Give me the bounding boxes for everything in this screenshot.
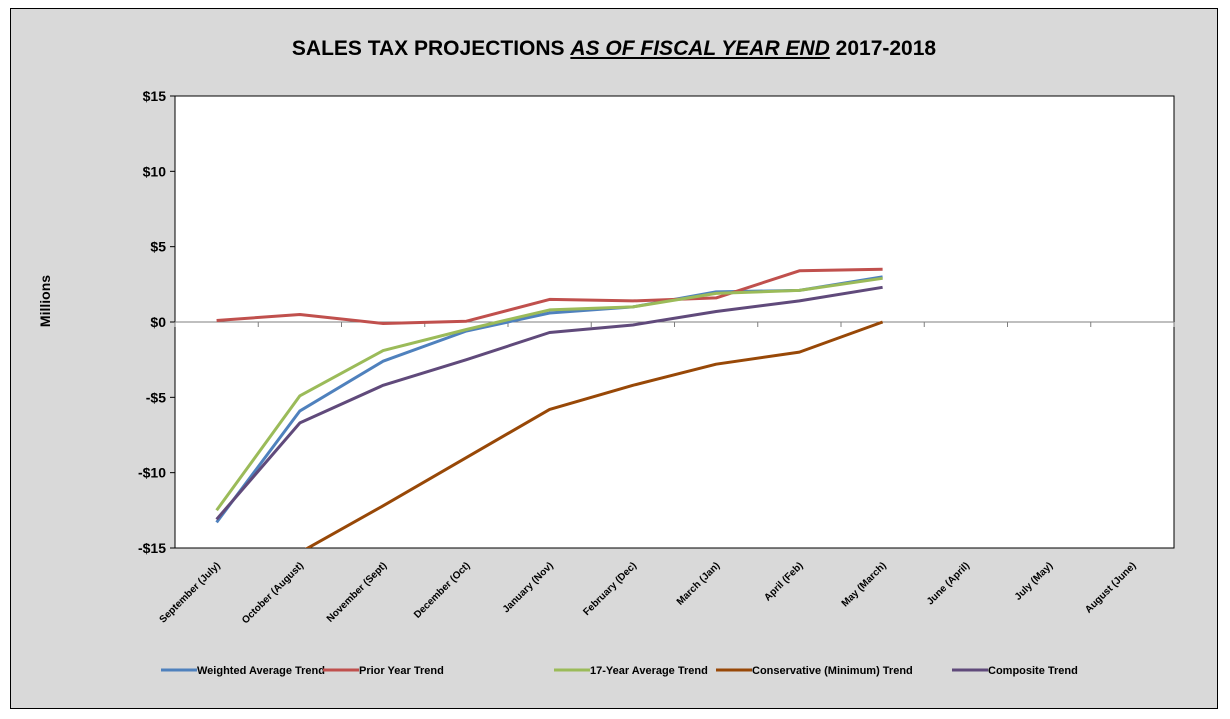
- x-tick-label: July (May): [1013, 560, 1055, 602]
- x-tick-label: December (Oct): [412, 560, 472, 620]
- axis-layer: [170, 95, 1175, 549]
- line-chart: $15 $10 $5 $0 -$5 -$10 -$15 September (July) Oct…: [37, 88, 1175, 677]
- series-line: [216, 267, 883, 325]
- chart-title-year: 2017-2018: [829, 37, 937, 60]
- y-tick-label: $10: [143, 163, 167, 179]
- legend: Weighted Average Trend Prior Year Trend 17…: [161, 665, 1078, 677]
- x-tick-label: August (June): [1083, 560, 1138, 615]
- y-tick-label: $15: [143, 88, 167, 104]
- legend-label: Conservative (Minimum) Trend: [752, 665, 913, 677]
- x-tick-label: March (Jan): [675, 560, 722, 607]
- legend-label: Composite Trend: [988, 665, 1078, 677]
- y-axis-label: Millions: [37, 275, 53, 327]
- y-tick-label: $5: [150, 239, 166, 255]
- legend-label: 17-Year Average Trend: [590, 665, 708, 677]
- x-tick-label: January (Nov): [501, 560, 556, 615]
- x-tick-label: October (August): [240, 560, 306, 626]
- y-tick-label: -$5: [146, 389, 166, 405]
- legend-label: Prior Year Trend: [359, 665, 444, 677]
- series-line: [304, 320, 884, 548]
- x-tick-label: February (Dec): [581, 560, 639, 618]
- chart-container: SALES TAX PROJECTIONS AS OF FISCAL YEAR …: [10, 8, 1218, 709]
- legend-label: Weighted Average Trend: [197, 665, 325, 677]
- y-tick-label: $0: [150, 314, 166, 330]
- x-tick-label: November (Sept): [325, 560, 389, 624]
- chart-title: SALES TAX PROJECTIONS AS OF FISCAL YEAR …: [11, 37, 1217, 61]
- x-tick-label: June (April): [925, 560, 972, 607]
- y-tick-label: -$15: [138, 540, 166, 556]
- x-tick-label: April (Feb): [762, 560, 805, 603]
- x-tick-label: September (July): [158, 560, 223, 625]
- series-line: [215, 285, 883, 521]
- chart-title-main: SALES TAX PROJECTIONS: [291, 37, 571, 60]
- series-layer: [215, 267, 884, 548]
- chart-title-emphasis: AS OF FISCAL YEAR END: [570, 37, 830, 60]
- y-tick-label: -$10: [138, 465, 166, 481]
- series-line: [215, 276, 883, 512]
- x-tick-label: May (March): [840, 560, 889, 609]
